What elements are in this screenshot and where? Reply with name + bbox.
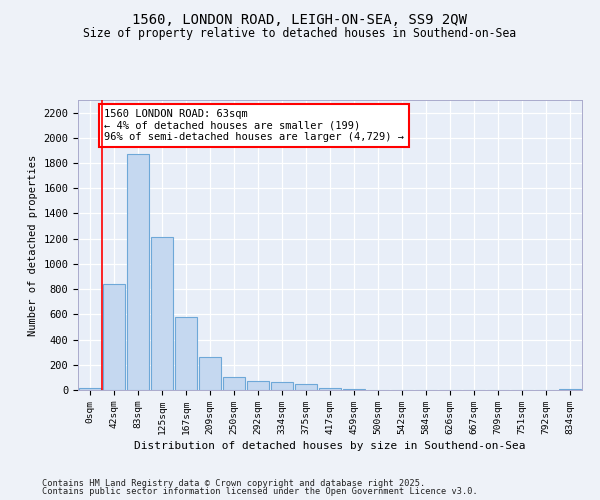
Bar: [223, 378, 245, 390]
Bar: [247, 380, 269, 390]
Bar: [343, 389, 365, 390]
Text: Contains public sector information licensed under the Open Government Licence v3: Contains public sector information licen…: [42, 487, 478, 496]
Bar: [103, 284, 125, 390]
Y-axis label: Number of detached properties: Number of detached properties: [28, 154, 38, 336]
Text: Contains HM Land Registry data © Crown copyright and database right 2025.: Contains HM Land Registry data © Crown c…: [42, 478, 425, 488]
Text: 1560, LONDON ROAD, LEIGH-ON-SEA, SS9 2QW: 1560, LONDON ROAD, LEIGH-ON-SEA, SS9 2QW: [133, 12, 467, 26]
Bar: [295, 384, 317, 390]
Bar: [319, 388, 341, 390]
Bar: [175, 317, 197, 390]
Bar: [271, 382, 293, 390]
X-axis label: Distribution of detached houses by size in Southend-on-Sea: Distribution of detached houses by size …: [134, 441, 526, 451]
Bar: [199, 357, 221, 390]
Text: 1560 LONDON ROAD: 63sqm
← 4% of detached houses are smaller (199)
96% of semi-de: 1560 LONDON ROAD: 63sqm ← 4% of detached…: [104, 109, 404, 142]
Bar: [79, 388, 101, 390]
Text: Size of property relative to detached houses in Southend-on-Sea: Size of property relative to detached ho…: [83, 28, 517, 40]
Bar: [127, 154, 149, 390]
Bar: [151, 238, 173, 390]
